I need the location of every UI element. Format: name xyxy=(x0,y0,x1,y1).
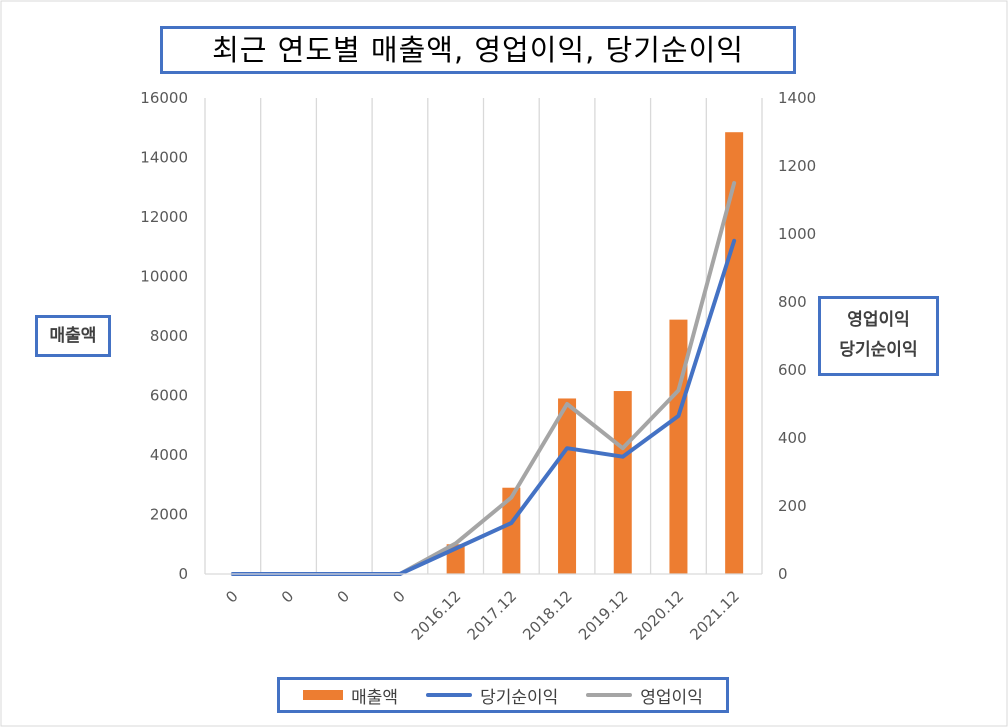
bar-sales xyxy=(558,398,577,574)
legend-label-net-income: 당기순이익 xyxy=(480,687,559,708)
bar-sales xyxy=(613,391,632,574)
legend-swatch-operating-profit xyxy=(586,693,633,697)
secondary-y-axis-label: 영업이익 당기순이익 xyxy=(818,296,939,376)
legend-item-operating-profit: 영업이익 xyxy=(586,683,703,708)
legend: 매출액 당기순이익 영업이익 xyxy=(277,677,729,713)
y2-tick-label: 0 xyxy=(778,565,788,583)
chart-title: 최근 연도별 매출액, 영업이익, 당기순이익 xyxy=(160,26,796,74)
bar-sales xyxy=(669,319,688,574)
bar-sales xyxy=(502,487,521,574)
y-tick-label: 2000 xyxy=(150,506,188,524)
y2-tick-label: 600 xyxy=(778,361,807,379)
y2-tick-label: 800 xyxy=(778,293,807,311)
secondary-y-axis-label-line2: 당기순이익 xyxy=(839,340,918,360)
y-tick-label: 10000 xyxy=(140,268,188,286)
y-tick-label: 4000 xyxy=(150,446,188,464)
y-tick-label: 0 xyxy=(178,565,188,583)
y2-tick-label: 200 xyxy=(778,497,807,515)
y2-tick-label: 1200 xyxy=(778,157,816,175)
legend-swatch-sales xyxy=(303,690,344,700)
y-tick-label: 14000 xyxy=(140,149,188,167)
legend-item-net-income: 당기순이익 xyxy=(426,683,558,708)
bar-series-sales xyxy=(446,132,744,574)
y-tick-label: 12000 xyxy=(140,208,188,226)
bar-sales xyxy=(725,132,744,574)
y-axis-label: 매출액 xyxy=(35,315,111,357)
gridlines xyxy=(204,98,763,574)
y-tick-label: 16000 xyxy=(140,89,188,107)
legend-label-sales: 매출액 xyxy=(351,687,399,708)
secondary-y-axis-label-line1: 영업이익 xyxy=(847,310,910,330)
y-tick-label: 8000 xyxy=(150,327,188,345)
legend-item-sales: 매출액 xyxy=(303,683,398,708)
legend-swatch-net-income xyxy=(426,693,473,697)
y2-tick-label: 1000 xyxy=(778,225,816,243)
y2-tick-label: 1400 xyxy=(778,89,816,107)
y-tick-label: 6000 xyxy=(150,387,188,405)
y2-tick-label: 400 xyxy=(778,429,807,447)
legend-label-operating-profit: 영업이익 xyxy=(640,687,703,708)
